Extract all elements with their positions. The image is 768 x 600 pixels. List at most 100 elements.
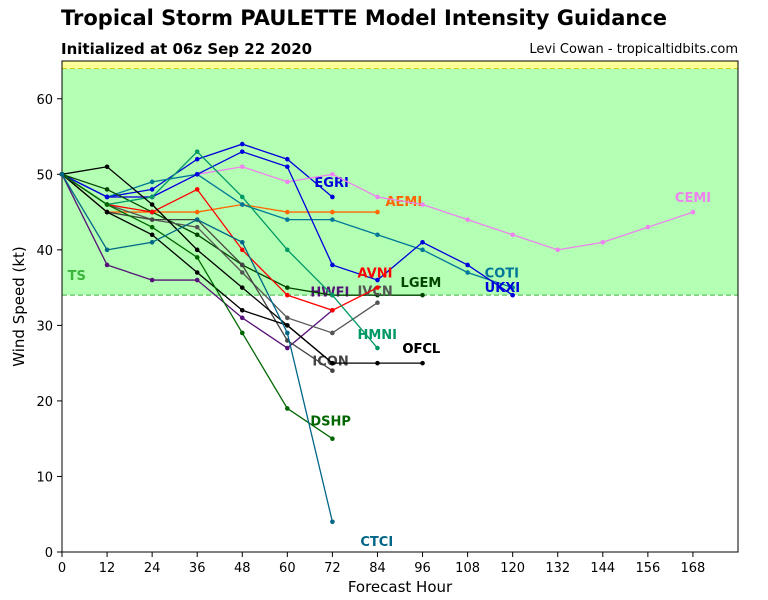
plot-frame (61, 60, 739, 553)
series-point-coti (285, 217, 290, 222)
series-point-ukxi (239, 149, 245, 154)
x-tick-label: 144 (590, 561, 615, 576)
series-line-ivcn (61, 173, 378, 334)
y-tick-label: 10 (36, 470, 53, 485)
series-point-hmni (239, 194, 245, 200)
series-label-ofcl: OFCL (403, 342, 441, 357)
series-point-ukxi (285, 164, 290, 170)
chart-title: Tropical Storm PAULETTE Model Intensity … (61, 6, 668, 30)
series-point-lgem (375, 292, 380, 298)
series-point-hwfi (149, 277, 155, 283)
x-tick-label: 24 (144, 561, 161, 576)
series-point-egri (330, 194, 335, 200)
series-point-ctci (194, 217, 200, 222)
series-point-ctci (59, 172, 65, 177)
series-point-icon (149, 217, 155, 222)
series-point-ivcn (375, 300, 380, 306)
band-upper (62, 61, 738, 69)
series-point-dshp (194, 255, 200, 260)
series-line-avni (61, 173, 378, 311)
series-point-aemi (375, 209, 380, 215)
series-point-dshp (104, 202, 110, 207)
series-point-dshp (239, 330, 245, 336)
y-tick-label: 30 (36, 319, 53, 334)
series-point-ukxi (375, 277, 380, 283)
series-point-ivcn (330, 330, 335, 336)
series-point-egri (239, 141, 245, 147)
band-ts (62, 68, 738, 296)
series-point-avni (149, 209, 155, 215)
series-label-ivcn: IVCN (357, 285, 392, 300)
series-point-icon (330, 368, 335, 374)
series-point-cemi (465, 217, 470, 222)
series-point-ukxi (330, 262, 335, 268)
series-point-dshp (149, 224, 155, 230)
x-tick-label: 0 (58, 561, 66, 576)
series-point-ofcl (420, 360, 425, 366)
x-tick-label: 12 (99, 561, 116, 576)
series-point-coti (420, 247, 425, 253)
x-tick-label: 72 (324, 561, 341, 576)
series-point-lgem (285, 285, 290, 290)
series-point-cemi (420, 202, 425, 207)
series-point-aemi (194, 209, 200, 215)
series-point-coti (510, 285, 515, 290)
series-point-ukxi (420, 239, 425, 245)
series-point-dshp (285, 406, 290, 411)
series-point-ivcn (239, 270, 245, 275)
series-point-hmni (194, 149, 200, 154)
series-point-cemi (645, 224, 651, 230)
series-point-hmni (149, 194, 155, 200)
series-label-coti: COTI (485, 267, 519, 282)
series-point-coti (465, 270, 470, 275)
series-point-ofci (285, 323, 290, 328)
series-point-ukxi (465, 262, 470, 268)
series-point-cemi (285, 179, 290, 185)
series-point-ofci (239, 285, 245, 290)
x-axis-title: Forecast Hour (348, 578, 453, 596)
series-point-avni (375, 285, 380, 290)
series-line-hmni (61, 150, 378, 349)
y-tick-label: 60 (36, 93, 53, 108)
series-point-cemi (690, 209, 696, 215)
series-point-lgem (104, 187, 110, 192)
x-tick-label: 108 (455, 561, 480, 576)
series-point-cemi (375, 194, 380, 200)
x-tick-label: 132 (545, 561, 570, 576)
series-label-avni: AVNI (357, 267, 392, 282)
series-point-avni (194, 187, 200, 192)
series-label-lgem: LGEM (401, 276, 442, 291)
series-label-ukxi: UKXI (485, 281, 520, 296)
x-tick-label: 168 (681, 561, 706, 576)
y-tick-label: 0 (45, 546, 53, 561)
series-point-aemi (285, 209, 290, 215)
x-tick-label: 36 (189, 561, 206, 576)
series-point-ofcl (149, 232, 155, 238)
series-point-avni (330, 307, 335, 313)
series-point-cemi (330, 172, 335, 177)
series-point-ofci (104, 164, 110, 170)
series-label-hmni: HMNI (357, 328, 397, 343)
series-point-hwfi (104, 262, 110, 268)
series-point-cemi (239, 164, 245, 170)
series-label-aemi: AEMI (385, 195, 422, 210)
series-point-ofcl (375, 360, 380, 366)
series-point-hwfi (239, 315, 245, 321)
series-point-ivcn (194, 224, 200, 230)
y-axis-title: Wind Speed (kt) (10, 246, 28, 367)
x-tick-label: 96 (414, 561, 431, 576)
x-tick-label: 156 (635, 561, 660, 576)
series-point-cemi (555, 247, 561, 253)
series-label-ctci: CTCI (360, 535, 393, 550)
series-point-ofci (330, 360, 335, 366)
series-point-ofci (194, 247, 200, 253)
y-tick-label: 20 (36, 395, 53, 410)
series-point-ctci (149, 239, 155, 245)
series-point-ukxi (510, 292, 515, 298)
series-line-aemi (61, 173, 378, 213)
series-point-cemi (510, 232, 515, 238)
series-point-coti (239, 202, 245, 207)
series-label-cemi: CEMI (675, 191, 711, 206)
series-point-egri (149, 187, 155, 192)
series-point-egri (194, 156, 200, 162)
